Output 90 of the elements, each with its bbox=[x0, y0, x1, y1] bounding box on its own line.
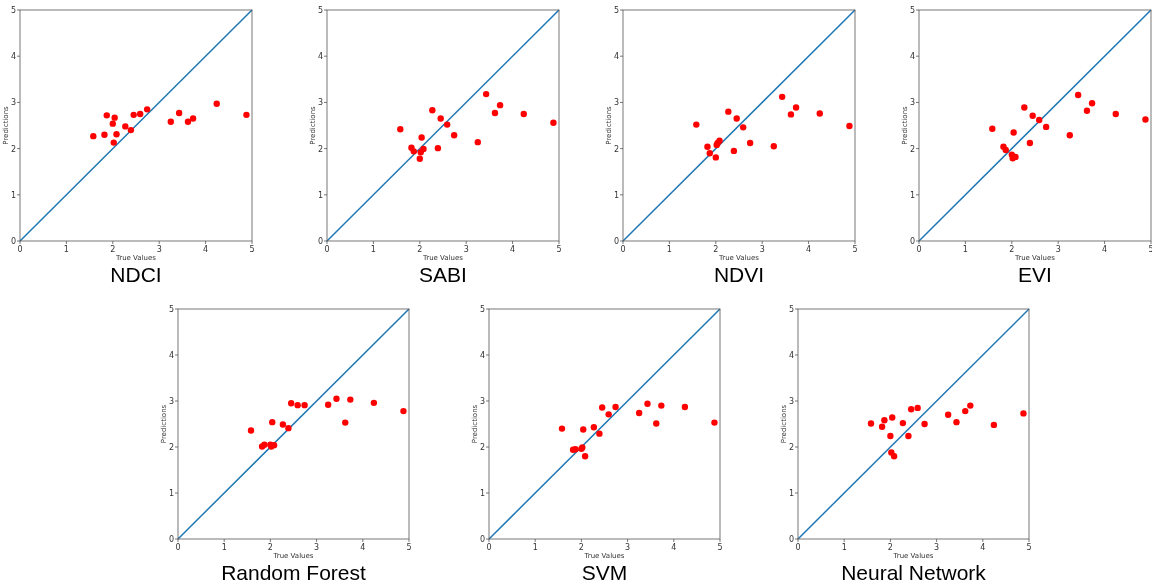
y-tick-label: 4 bbox=[479, 351, 485, 360]
x-tick-label: 1 bbox=[962, 245, 968, 254]
x-tick-label: 0 bbox=[17, 245, 23, 254]
text: NDCI bbox=[110, 263, 162, 286]
x-tick-label: 3 bbox=[1055, 245, 1061, 254]
y-tick-label: 0 bbox=[788, 535, 794, 544]
x-tick-label: 2 bbox=[1009, 245, 1015, 254]
x-tick-label: 4 bbox=[806, 245, 812, 254]
x-tick-label: 0 bbox=[795, 543, 801, 552]
x-tick-label: 2 bbox=[578, 543, 584, 552]
x-tick-label: 3 bbox=[463, 245, 469, 254]
y-tick-label: 5 bbox=[10, 6, 16, 15]
y-tick-label: 1 bbox=[10, 190, 16, 200]
y-tick-label: 5 bbox=[788, 305, 794, 314]
x-tick-label: 5 bbox=[717, 543, 723, 552]
text: EVI bbox=[1018, 263, 1052, 286]
y-tick-label: 4 bbox=[10, 52, 16, 62]
x-tick-label: 2 bbox=[417, 245, 423, 254]
y-tick-label: 5 bbox=[168, 305, 174, 314]
y-tick-label: 2 bbox=[613, 144, 619, 154]
x-tick-label: 2 bbox=[713, 245, 719, 254]
y-tick-label: 0 bbox=[317, 237, 323, 246]
text: SVM bbox=[581, 561, 628, 584]
text: Neural Network bbox=[841, 561, 987, 584]
text: NDVI bbox=[713, 263, 765, 286]
y-tick-label: 4 bbox=[788, 351, 794, 360]
y-tick-label: 3 bbox=[613, 98, 619, 108]
x-tick-label: 3 bbox=[156, 245, 162, 254]
y-tick-label: 2 bbox=[788, 443, 794, 452]
x-tick-label: 1 bbox=[841, 543, 847, 552]
y-tick-label: 0 bbox=[168, 535, 174, 544]
x-tick-label: 5 bbox=[852, 245, 858, 254]
x-tick-label: 0 bbox=[916, 245, 922, 254]
y-tick-label: 2 bbox=[479, 443, 485, 452]
text: Random Forest bbox=[221, 561, 367, 584]
text: SABI bbox=[419, 263, 467, 286]
x-tick-label: 3 bbox=[759, 245, 765, 254]
y-tick-label: 2 bbox=[909, 144, 915, 154]
y-tick-label: 5 bbox=[613, 6, 619, 15]
y-tick-label: 3 bbox=[788, 397, 794, 406]
y-tick-label: 1 bbox=[168, 489, 174, 498]
x-tick-label: 1 bbox=[532, 543, 538, 552]
y-tick-label: 0 bbox=[613, 237, 619, 246]
y-tick-label: 2 bbox=[317, 144, 323, 154]
x-tick-label: 4 bbox=[1102, 245, 1108, 254]
x-tick-label: 1 bbox=[221, 543, 227, 552]
y-tick-label: 4 bbox=[909, 52, 915, 62]
x-tick-label: 5 bbox=[249, 245, 255, 254]
y-tick-label: 5 bbox=[479, 305, 485, 314]
x-tick-label: 5 bbox=[1148, 245, 1152, 254]
y-tick-label: 4 bbox=[317, 52, 323, 62]
x-tick-label: 1 bbox=[63, 245, 69, 254]
x-tick-label: 4 bbox=[671, 543, 677, 552]
y-tick-label: 1 bbox=[788, 489, 794, 498]
y-tick-label: 4 bbox=[613, 52, 619, 62]
y-tick-label: 5 bbox=[317, 6, 323, 15]
x-tick-label: 5 bbox=[1026, 543, 1032, 552]
y-tick-label: 0 bbox=[10, 237, 16, 246]
y-tick-label: 2 bbox=[10, 144, 16, 154]
y-tick-label: 0 bbox=[909, 237, 915, 246]
x-tick-label: 2 bbox=[110, 245, 116, 254]
y-tick-label: 1 bbox=[613, 190, 619, 200]
x-tick-label: 2 bbox=[887, 543, 893, 552]
y-tick-label: 3 bbox=[909, 98, 915, 108]
x-tick-label: 2 bbox=[267, 543, 273, 552]
y-tick-label: 2 bbox=[168, 443, 174, 452]
y-tick-label: 4 bbox=[168, 351, 174, 360]
y-tick-label: 3 bbox=[317, 98, 323, 108]
x-tick-label: 3 bbox=[625, 543, 631, 552]
y-tick-label: 5 bbox=[909, 6, 915, 15]
x-tick-label: 0 bbox=[486, 543, 492, 552]
x-tick-label: 1 bbox=[370, 245, 376, 254]
x-tick-label: 4 bbox=[510, 245, 516, 254]
x-tick-label: 0 bbox=[620, 245, 626, 254]
x-tick-label: 3 bbox=[934, 543, 940, 552]
x-tick-label: 0 bbox=[175, 543, 181, 552]
y-tick-label: 1 bbox=[479, 489, 485, 498]
x-tick-label: 4 bbox=[980, 543, 986, 552]
y-tick-label: 0 bbox=[479, 535, 485, 544]
y-tick-label: 3 bbox=[479, 397, 485, 406]
x-tick-label: 0 bbox=[324, 245, 330, 254]
x-tick-label: 4 bbox=[203, 245, 209, 254]
y-tick-label: 3 bbox=[168, 397, 174, 406]
x-tick-label: 5 bbox=[556, 245, 562, 254]
x-tick-label: 1 bbox=[666, 245, 672, 254]
y-tick-label: 1 bbox=[909, 190, 915, 200]
y-tick-label: 3 bbox=[10, 98, 16, 108]
y-tick-label: 1 bbox=[317, 190, 323, 200]
x-tick-label: 5 bbox=[406, 543, 412, 552]
x-tick-label: 4 bbox=[360, 543, 366, 552]
